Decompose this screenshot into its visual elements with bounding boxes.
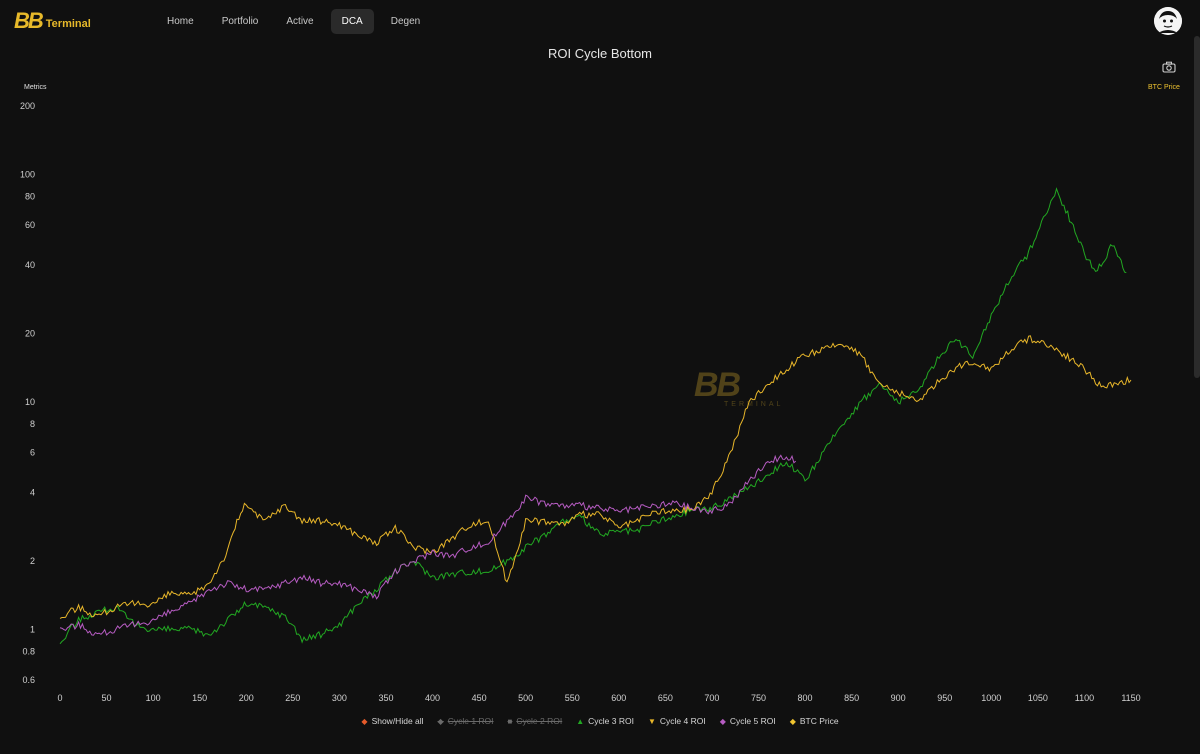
series-line-cycle-4-roi[interactable]: [59, 335, 1132, 619]
x-tick-label: 100: [146, 693, 161, 703]
x-tick-label: 450: [472, 693, 487, 703]
y-tick-label: 100: [20, 169, 35, 179]
y-tick-label: 10: [25, 397, 35, 407]
x-tick-label: 400: [425, 693, 440, 703]
x-tick-label: 200: [239, 693, 254, 703]
logo-mark: BB: [14, 8, 44, 33]
legend-label: Show/Hide all: [371, 716, 424, 726]
x-tick-label: 500: [518, 693, 533, 703]
legend-marker-icon: ■: [507, 716, 513, 726]
nav-portfolio[interactable]: Portfolio: [221, 16, 259, 27]
x-tick-label: 50: [102, 693, 112, 703]
series-lines: [59, 187, 1132, 645]
main-nav: Home Portfolio Active DCA Degen: [156, 9, 431, 34]
top-bar: BB Terminal Home Portfolio Active DCA De…: [0, 0, 1200, 42]
x-tick-label: 1050: [1028, 693, 1048, 703]
x-tick-label: 1150: [1121, 693, 1140, 703]
nav-degen[interactable]: Degen: [390, 16, 421, 27]
x-tick-label: 700: [704, 693, 719, 703]
legend-item-cycle-1-roi[interactable]: ◆ Cycle 1 ROI: [438, 716, 494, 726]
x-tick-label: 750: [751, 693, 766, 703]
series-line-cycle-5-roi[interactable]: [59, 454, 797, 636]
y-tick-label: 1: [30, 625, 35, 635]
x-tick-label: 850: [844, 693, 859, 703]
x-tick-label: 650: [658, 693, 673, 703]
x-tick-label: 1100: [1075, 693, 1094, 703]
app-logo[interactable]: BB Terminal: [14, 8, 91, 34]
x-tick-label: 300: [332, 693, 347, 703]
x-tick-label: 600: [611, 693, 626, 703]
legend-label: Cycle 2 ROI: [516, 716, 563, 726]
avatar-face-icon: [1154, 7, 1182, 35]
legend-item-show-hide-all[interactable]: ◆ Show/Hide all: [361, 716, 423, 726]
y-tick-label: 60: [25, 220, 35, 230]
legend-item-cycle-3-roi[interactable]: ▲ Cycle 3 ROI: [576, 716, 634, 726]
legend-item-cycle-5-roi[interactable]: ◆ Cycle 5 ROI: [720, 716, 776, 726]
legend-label: BTC Price: [799, 716, 839, 726]
y-tick-label: 0.6: [22, 675, 35, 685]
legend-label: Cycle 5 ROI: [729, 716, 776, 726]
x-tick-label: 0: [57, 693, 62, 703]
legend-marker-icon: ▼: [647, 716, 656, 726]
nav-home[interactable]: Home: [167, 16, 194, 27]
legend-item-cycle-2-roi[interactable]: ■ Cycle 2 ROI: [508, 716, 563, 726]
legend-label: Cycle 3 ROI: [588, 716, 634, 726]
legend-marker-icon: ◆: [361, 716, 368, 726]
series-line-cycle-3-roi[interactable]: [59, 187, 1127, 645]
chart-legend: ◆ Show/Hide all ◆ Cycle 1 ROI ■ Cycle 2 ROI ▲ C…: [0, 716, 1200, 726]
y-tick-label: 2: [30, 556, 35, 566]
legend-marker-icon: ◆: [789, 716, 796, 726]
x-tick-label: 550: [565, 693, 580, 703]
y-tick-label: 6: [30, 447, 35, 457]
y-tick-label: 4: [30, 488, 35, 498]
x-tick-label: 800: [798, 693, 813, 703]
legend-marker-icon: ▲: [576, 716, 585, 726]
x-tick-label: 1000: [981, 693, 1001, 703]
legend-item-btc-price[interactable]: ◆ BTC Price: [790, 716, 839, 726]
x-axis-ticks: 0 50 100 150 200 250 300 350 400 450 500 550 600 650 7…: [57, 693, 1140, 703]
legend-item-cycle-4-roi[interactable]: ▼ Cycle 4 ROI: [648, 716, 706, 726]
y-tick-label: 20: [25, 329, 35, 339]
legend-marker-icon: ◆: [437, 716, 444, 726]
x-tick-label: 250: [285, 693, 300, 703]
legend-marker-icon: ◆: [719, 716, 726, 726]
logo-text: Terminal: [45, 18, 91, 30]
user-avatar[interactable]: [1154, 7, 1182, 35]
y-tick-label: 80: [25, 192, 35, 202]
x-tick-label: 900: [891, 693, 906, 703]
x-tick-label: 950: [937, 693, 952, 703]
y-axis-title-right: BTC Price: [1148, 84, 1180, 91]
y-axis-title-left: Metrics: [24, 84, 47, 91]
x-tick-label: 150: [192, 693, 207, 703]
y-tick-label: 0.8: [22, 647, 35, 657]
y-tick-label: 200: [20, 101, 35, 111]
legend-label: Cycle 1 ROI: [447, 716, 494, 726]
x-tick-label: 350: [378, 693, 393, 703]
camera-icon[interactable]: [1162, 60, 1176, 73]
y-axis-ticks: 0.6 0.8 1 2 4 6 8 10 20 40 60 80 100 200: [20, 101, 35, 685]
nav-active[interactable]: Active: [286, 16, 314, 27]
y-tick-label: 8: [30, 419, 35, 429]
y-tick-label: 40: [25, 260, 35, 270]
nav-dca[interactable]: DCA: [330, 9, 374, 34]
legend-label: Cycle 4 ROI: [659, 716, 706, 726]
chart-title: ROI Cycle Bottom: [547, 46, 653, 61]
scrollbar[interactable]: [1194, 36, 1200, 378]
